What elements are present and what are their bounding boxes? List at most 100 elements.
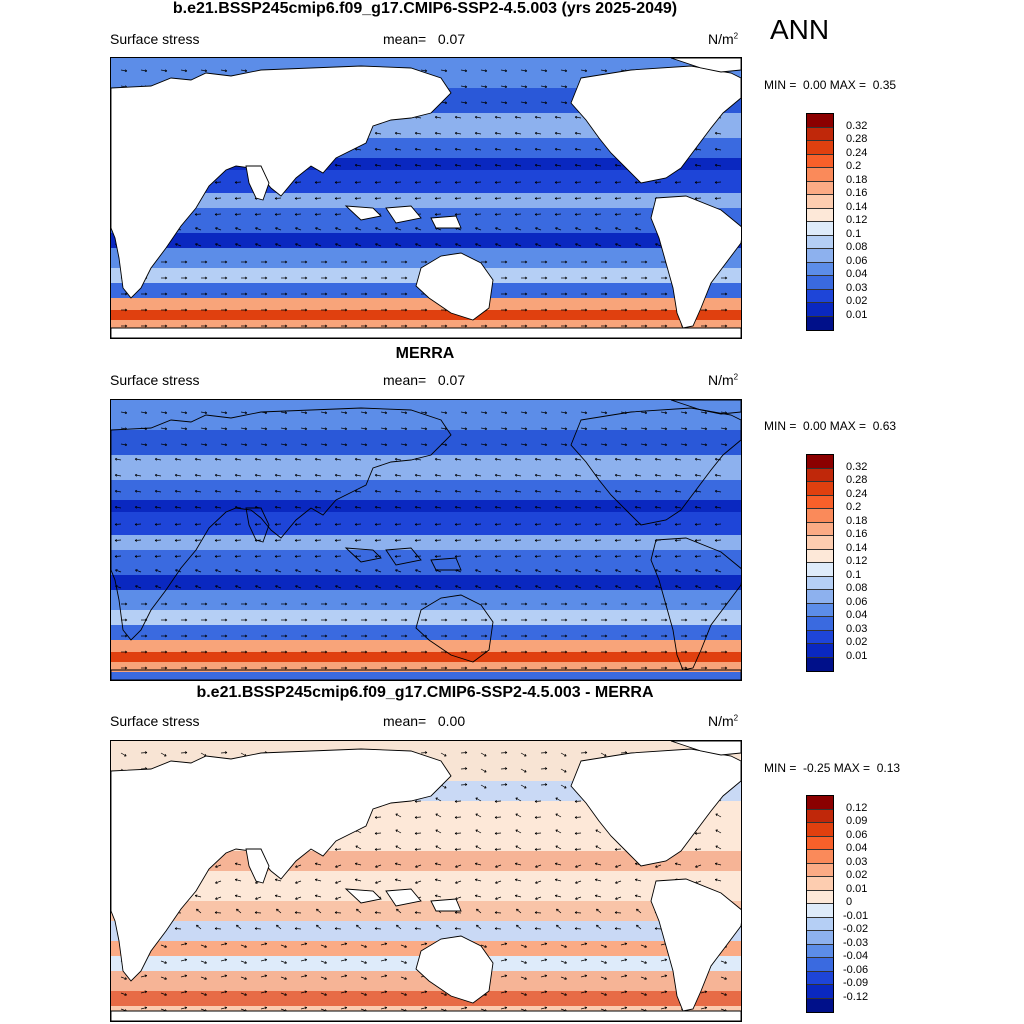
stress-arrow-head [395, 569, 398, 572]
stress-arrow [620, 752, 628, 754]
stress-arrow-head [244, 945, 247, 948]
field-band [111, 901, 741, 921]
stress-arrow-head [184, 751, 188, 753]
stress-arrow-head [674, 458, 677, 461]
stress-arrow-head [234, 198, 238, 200]
stress-arrow-head [565, 85, 568, 88]
stress-arrow-head [504, 308, 508, 311]
stress-arrow [500, 975, 507, 978]
stress-arrow [715, 164, 722, 167]
stress-arrow-head [424, 1006, 427, 1008]
stress-arrow-head [564, 292, 568, 295]
stress-arrow-head [464, 767, 468, 769]
stress-arrow-head [674, 474, 677, 477]
stress-arrow [200, 944, 207, 948]
stress-arrow [295, 227, 302, 231]
colorbar-tick-label: 0.01 [846, 882, 868, 895]
stress-arrow [714, 555, 722, 557]
stress-arrow-head [644, 324, 648, 327]
stress-arrow-head [335, 227, 338, 230]
stress-arrow-head [555, 227, 558, 230]
coastline [650, 537, 741, 671]
stress-arrow [394, 555, 402, 557]
stress-arrow-head [304, 292, 308, 295]
stress-arrow-head [544, 634, 548, 637]
stress-arrow-head [234, 556, 238, 558]
stress-arrow [515, 569, 522, 573]
stress-arrow-head [405, 443, 408, 446]
stress-arrow-head [344, 942, 347, 944]
stress-arrow-head [454, 116, 457, 119]
stress-arrow [660, 443, 667, 446]
wind-stress-vectors [114, 411, 728, 670]
stress-arrow [135, 569, 142, 573]
stress-arrow-head [614, 912, 618, 915]
stress-arrow-head [384, 974, 387, 976]
stress-arrow [720, 976, 727, 980]
stress-arrow-head [524, 945, 527, 948]
coastline [111, 669, 741, 680]
stress-arrow [620, 959, 627, 962]
stress-arrow-head [465, 69, 468, 72]
stress-arrow-head [134, 556, 138, 558]
stress-arrow-head [544, 324, 548, 327]
stress-arrow-head [204, 961, 207, 964]
stress-arrow [374, 848, 382, 850]
stress-arrow-head [174, 506, 177, 509]
stress-arrow [495, 148, 502, 151]
stress-arrow-head [394, 182, 398, 184]
stress-arrow-head [314, 506, 317, 509]
stress-arrow-head [354, 164, 357, 167]
stress-arrow [575, 506, 582, 509]
stress-arrow-head [584, 276, 588, 279]
stress-arrow [695, 490, 702, 493]
stress-arrow-head [544, 783, 548, 785]
stress-arrow-head [714, 198, 718, 200]
stress-arrow-head [564, 602, 568, 605]
stress-arrow-head [324, 292, 328, 295]
stress-arrow-head [305, 427, 308, 430]
stress-arrow-head [234, 214, 238, 216]
stress-arrow-head [144, 602, 148, 605]
stress-arrow-head [574, 912, 578, 915]
stress-arrow [236, 924, 242, 930]
stress-arrow-head [464, 751, 468, 753]
stress-arrow-head [244, 993, 247, 996]
stress-arrow-head [434, 540, 438, 542]
stress-arrow-head [125, 411, 128, 414]
stress-arrow [520, 992, 527, 996]
stress-arrow-head [705, 411, 708, 414]
stress-arrow-head [514, 540, 518, 542]
colorbar-segment [807, 863, 833, 877]
stress-arrow [454, 832, 462, 834]
stress-arrow-head [565, 411, 568, 414]
stress-arrow [474, 213, 482, 215]
stress-arrow [475, 474, 482, 477]
stress-arrow [655, 458, 662, 461]
stress-arrow-head [614, 474, 617, 477]
stress-arrow-head [544, 618, 548, 621]
stress-arrow [315, 458, 322, 461]
stress-arrow-head [525, 101, 528, 104]
stress-arrow [560, 992, 567, 996]
stress-arrow [360, 944, 367, 948]
stress-arrow-head [485, 443, 488, 446]
stress-arrow [534, 181, 542, 183]
coastline [385, 547, 422, 566]
stress-arrow [414, 181, 422, 183]
stress-arrow-head [714, 490, 717, 493]
stress-arrow-head [384, 618, 388, 621]
stress-arrow [415, 148, 422, 151]
stress-arrow-head [564, 785, 567, 789]
stress-arrow-head [194, 490, 197, 493]
stress-arrow-head [344, 260, 348, 263]
stress-arrow-head [184, 942, 187, 944]
stress-arrow-head [494, 849, 498, 851]
field-band [111, 590, 741, 610]
stress-arrow [515, 813, 522, 818]
stress-arrow-head [444, 602, 448, 605]
stress-arrow-head [454, 540, 458, 542]
stress-arrow-head [234, 524, 238, 526]
stress-arrow-head [534, 849, 538, 851]
stress-arrow [334, 928, 342, 930]
